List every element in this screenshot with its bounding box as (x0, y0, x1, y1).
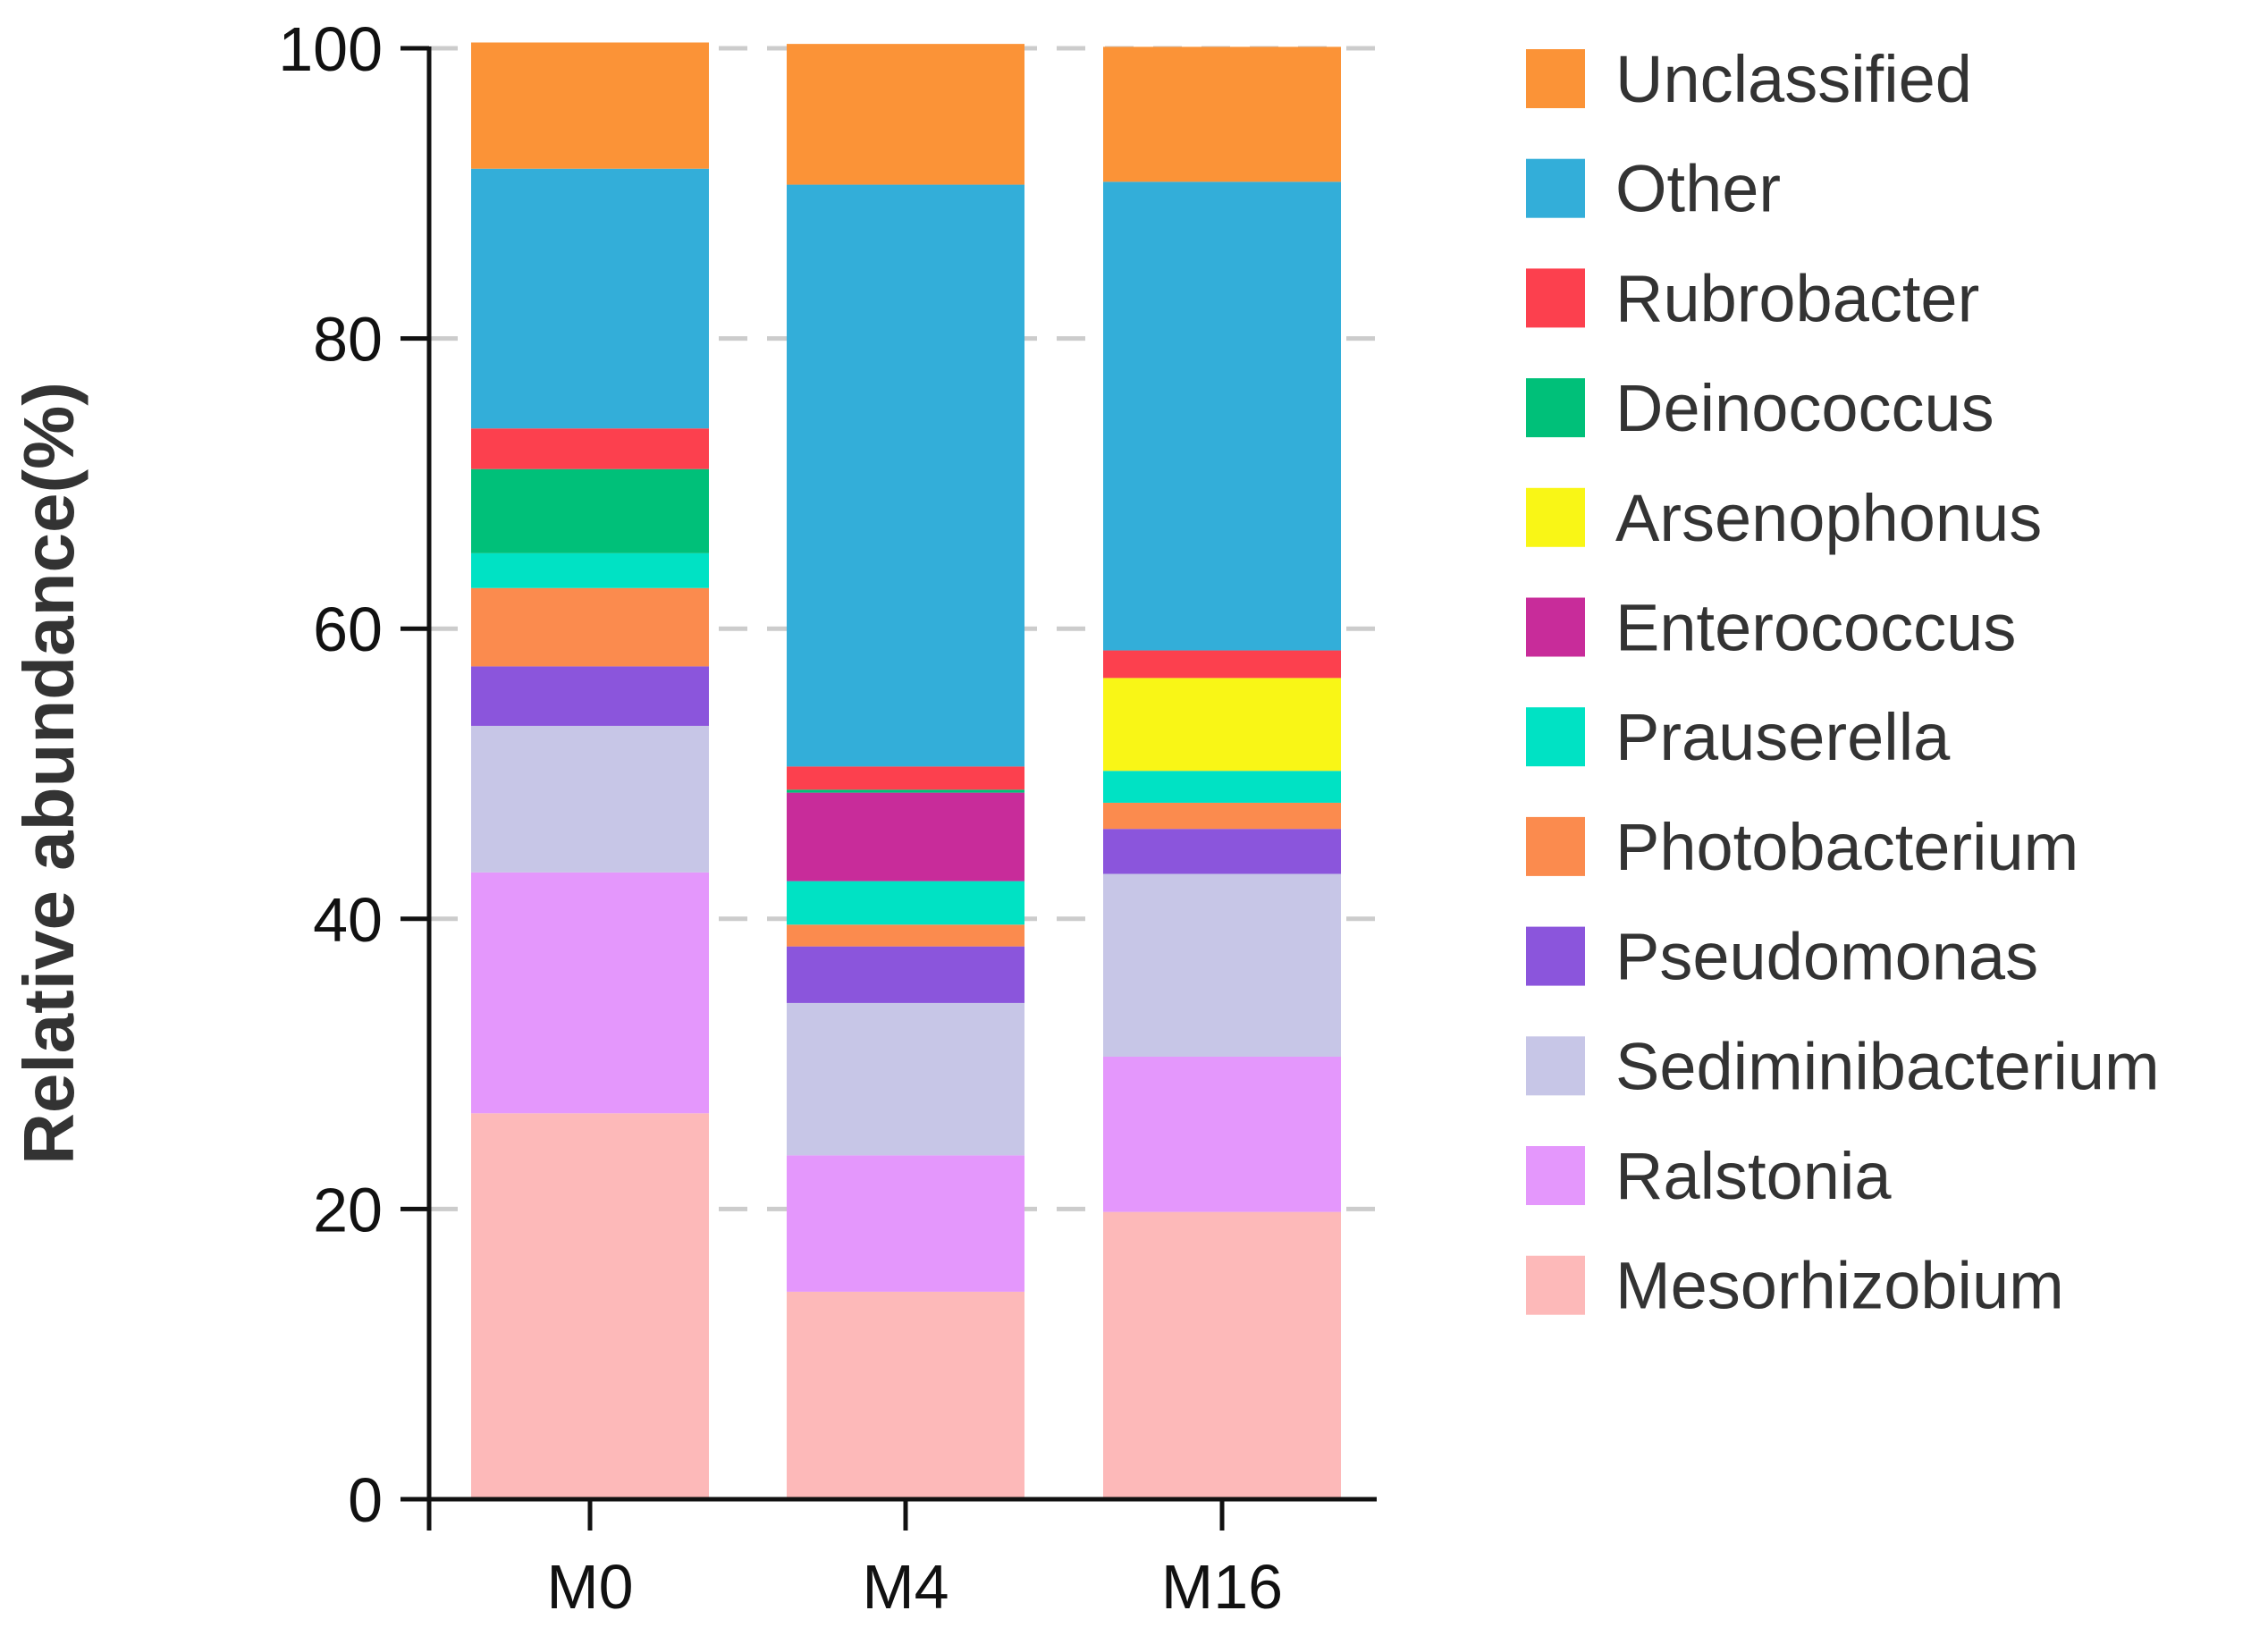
legend-label-pseudomonas: Pseudomonas (1615, 920, 2038, 994)
bar-segment-m0-pseudomonas (471, 666, 709, 726)
bar-segment-m0-rubrobacter (471, 428, 709, 469)
bar-segment-m0-prauserella (471, 552, 709, 588)
legend-swatch-deinococcus (1526, 378, 1585, 438)
bar-segment-m0-other (471, 168, 709, 429)
legend: Unclassified Other Rubrobacter Deinococcus A… (1526, 42, 2160, 1323)
bar-segments (471, 42, 1341, 1499)
legend-label-prauserella: Prauserella (1615, 700, 1951, 774)
legend-label-deinococcus: Deinococcus (1615, 371, 1994, 445)
legend-swatch-other (1526, 158, 1585, 218)
legend-swatch-pseudomonas (1526, 926, 1585, 986)
bar-segment-m4-enterococcus (787, 792, 1024, 881)
y-tick-label-80: 80 (313, 305, 383, 375)
legend-swatch-enterococcus (1526, 597, 1585, 657)
legend-swatch-sediminibacterium (1526, 1036, 1585, 1096)
legend-swatch-mesorhizobium (1526, 1255, 1585, 1315)
legend-label-sediminibacterium: Sediminibacterium (1615, 1029, 2160, 1103)
legend-label-enterococcus: Enterococcus (1615, 591, 2016, 665)
bar-segment-m16-rubrobacter (1103, 650, 1341, 679)
bar-segment-m16-other (1103, 181, 1341, 651)
legend-swatch-ralstonia (1526, 1146, 1585, 1205)
bar-segment-m4-pseudomonas (787, 946, 1024, 1003)
y-tick-label-0: 0 (348, 1465, 383, 1535)
bar-segment-m4-sediminibacterium (787, 1002, 1024, 1156)
bar-segment-m16-unclassified (1103, 46, 1341, 182)
bar-segment-m4-mesorhizobium (787, 1291, 1024, 1499)
legend-swatch-prauserella (1526, 707, 1585, 767)
bar-segment-m4-other (787, 184, 1024, 767)
y-axis-title: Relative abundance(%) (9, 382, 89, 1165)
axes (400, 46, 1377, 1531)
bar-segment-m4-deinococcus (787, 789, 1024, 793)
legend-label-photobacterium: Photobacterium (1615, 810, 2078, 884)
bar-segment-m4-unclassified (787, 44, 1024, 185)
legend-label-other: Other (1615, 152, 1781, 226)
legend-swatch-unclassified (1526, 49, 1585, 108)
bar-segment-m4-ralstonia (787, 1155, 1024, 1292)
y-tick-label-20: 20 (313, 1175, 383, 1244)
legend-swatch-rubrobacter (1526, 268, 1585, 328)
bar-segment-m16-sediminibacterium (1103, 873, 1341, 1057)
legend-label-arsenophonus: Arsenophonus (1615, 481, 2042, 555)
bar-segment-m16-mesorhizobium (1103, 1211, 1341, 1499)
bar-segment-m0-unclassified (471, 42, 709, 169)
bar-segment-m0-photobacterium (471, 587, 709, 667)
y-tick-label-40: 40 (313, 885, 383, 955)
y-tick-label-100: 100 (278, 14, 383, 84)
bar-segment-m4-photobacterium (787, 924, 1024, 947)
bar-segment-m16-pseudomonas (1103, 829, 1341, 874)
bar-segment-m4-prauserella (787, 881, 1024, 925)
bar-segment-m16-arsenophonus (1103, 678, 1341, 772)
bar-segment-m4-rubrobacter (787, 766, 1024, 790)
tick-labels: 0 20 40 60 80 100 M0 M4 M16 (278, 14, 1283, 1622)
legend-label-mesorhizobium: Mesorhizobium (1615, 1249, 2064, 1323)
legend-swatch-arsenophonus (1526, 487, 1585, 547)
bar-segment-m0-ralstonia (471, 872, 709, 1114)
legend-label-ralstonia: Ralstonia (1615, 1139, 1892, 1213)
legend-label-rubrobacter: Rubrobacter (1615, 261, 1979, 335)
bar-segment-m16-photobacterium (1103, 802, 1341, 830)
bar-segment-m0-mesorhizobium (471, 1113, 709, 1499)
legend-label-unclassified: Unclassified (1615, 42, 1972, 116)
x-tick-label-m16: M16 (1161, 1552, 1283, 1622)
bar-segment-m0-deinococcus (471, 468, 709, 553)
bar-segment-m16-ralstonia (1103, 1056, 1341, 1212)
bar-segment-m0-sediminibacterium (471, 725, 709, 873)
x-tick-label-m4: M4 (862, 1552, 949, 1622)
bar-segment-m16-prauserella (1103, 771, 1341, 803)
x-tick-label-m0: M0 (546, 1552, 633, 1622)
y-tick-label-60: 60 (313, 595, 383, 664)
legend-swatch-photobacterium (1526, 816, 1585, 876)
